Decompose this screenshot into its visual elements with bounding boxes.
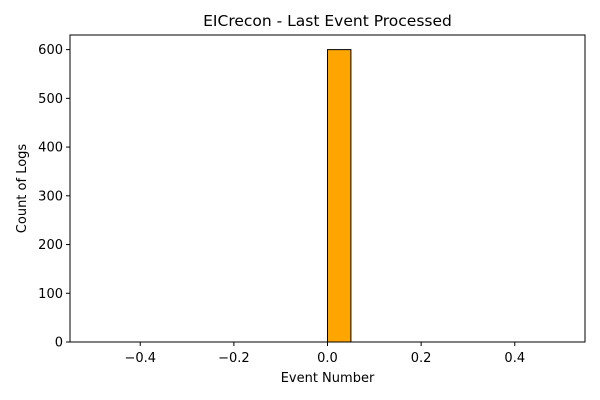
y-tick-label: 400: [38, 141, 63, 156]
y-tick-label: 0: [55, 336, 63, 351]
histogram-bar: [327, 49, 352, 343]
y-axis-ticks: 0 100 200 300 400 500 600: [38, 43, 70, 351]
y-tick-label: 200: [38, 238, 63, 253]
x-axis-label: Event Number: [281, 371, 375, 386]
y-tick-label: 300: [38, 189, 63, 204]
histogram-bars: [327, 49, 352, 343]
x-tick-label: 0.2: [411, 351, 432, 366]
y-tick-label: 600: [38, 43, 63, 58]
x-tick-label: 0.4: [504, 351, 525, 366]
y-axis-label: Count of Logs: [15, 144, 30, 234]
y-tick-label: 100: [38, 287, 63, 302]
x-tick-label: −0.4: [124, 351, 156, 366]
x-tick-label: −0.2: [218, 351, 250, 366]
x-axis-ticks: −0.4 −0.2 0.0 0.2 0.4: [124, 342, 525, 366]
y-tick-label: 500: [38, 92, 63, 107]
x-tick-label: 0.0: [317, 351, 338, 366]
chart-title: EICrecon - Last Event Processed: [203, 12, 452, 30]
